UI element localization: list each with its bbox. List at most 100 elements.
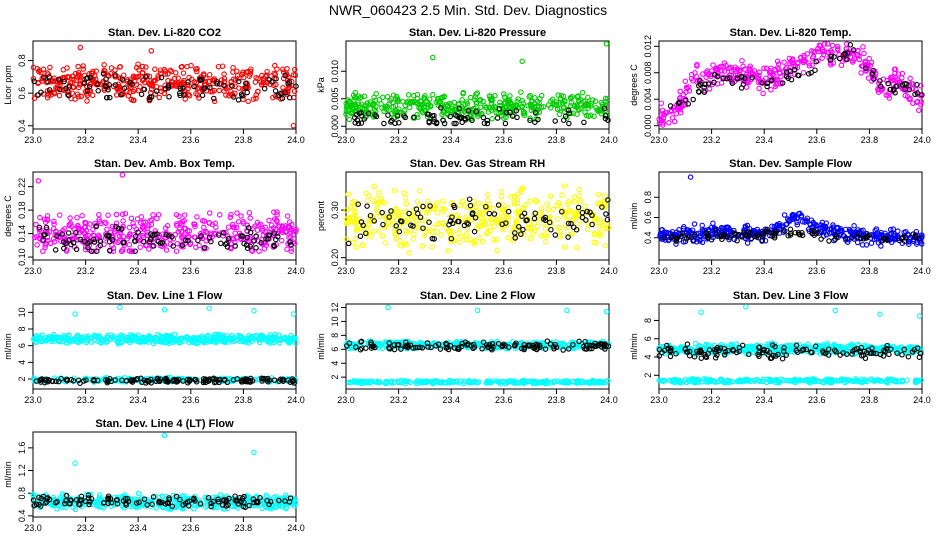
chart-title: Stan. Dev. Gas Stream RH bbox=[410, 158, 546, 170]
data-point bbox=[473, 204, 479, 210]
data-point bbox=[838, 62, 845, 69]
chart-title: Stan. Dev. Line 2 Flow bbox=[420, 290, 536, 302]
data-point bbox=[73, 246, 80, 253]
outlier-point bbox=[687, 174, 694, 180]
x-tick-label: 23.4 bbox=[442, 135, 460, 145]
data-point bbox=[273, 76, 279, 82]
data-point bbox=[474, 90, 481, 96]
data-point bbox=[862, 58, 868, 65]
data-point bbox=[121, 85, 128, 91]
data-point bbox=[529, 98, 535, 105]
data-point bbox=[255, 75, 261, 82]
data-point bbox=[75, 224, 82, 230]
data-point bbox=[488, 107, 495, 114]
data-point bbox=[518, 89, 524, 95]
data-point bbox=[61, 78, 67, 85]
data-point bbox=[214, 81, 220, 87]
data-point bbox=[409, 98, 415, 105]
y-tick-label: 6 bbox=[330, 347, 340, 352]
data-point bbox=[41, 232, 47, 238]
y-tick-label: 0.8 bbox=[643, 191, 653, 204]
data-point bbox=[91, 248, 97, 254]
data-point bbox=[193, 79, 200, 86]
data-point bbox=[740, 81, 747, 88]
data-point bbox=[505, 235, 511, 241]
x-tick-label: 24.0 bbox=[287, 395, 305, 405]
data-point bbox=[402, 195, 409, 201]
data-point bbox=[179, 63, 185, 70]
x-tick-label: 23.4 bbox=[755, 395, 773, 405]
data-point bbox=[119, 76, 126, 82]
y-tick-label: 12 bbox=[330, 302, 340, 312]
data-point bbox=[359, 242, 366, 248]
data-point bbox=[914, 90, 921, 96]
data-point bbox=[918, 101, 924, 108]
data-point bbox=[357, 95, 363, 102]
data-point bbox=[667, 103, 674, 109]
chart-title: Stan. Dev. Line 1 Flow bbox=[107, 290, 223, 302]
data-point bbox=[476, 235, 483, 241]
data-point bbox=[464, 226, 471, 233]
data-point bbox=[376, 189, 382, 196]
data-point bbox=[703, 74, 709, 81]
data-point bbox=[351, 97, 357, 103]
data-point bbox=[888, 74, 894, 81]
data-point bbox=[467, 94, 474, 101]
y-tick-label: 6 bbox=[643, 336, 653, 341]
data-point bbox=[229, 83, 235, 89]
y-axis-label: ml/min bbox=[629, 333, 639, 360]
data-point bbox=[729, 80, 736, 86]
data-point bbox=[374, 206, 380, 212]
data-point bbox=[356, 110, 363, 116]
data-point bbox=[235, 97, 242, 103]
data-point bbox=[501, 94, 508, 100]
x-tick-label: 23.6 bbox=[495, 135, 513, 145]
data-point bbox=[417, 98, 423, 105]
data-point bbox=[75, 72, 82, 78]
data-point bbox=[206, 220, 212, 226]
data-point bbox=[861, 50, 867, 57]
data-point bbox=[250, 225, 257, 231]
data-point bbox=[374, 196, 380, 202]
y-axis-label: degrees C bbox=[629, 64, 639, 106]
data-point bbox=[247, 71, 254, 77]
data-point bbox=[567, 94, 574, 101]
data-point bbox=[196, 95, 202, 101]
data-point bbox=[520, 108, 527, 115]
data-point bbox=[45, 71, 52, 77]
x-tick-label: 23.0 bbox=[650, 135, 668, 145]
data-point bbox=[424, 98, 430, 105]
data-point bbox=[253, 95, 259, 102]
data-point bbox=[602, 242, 608, 249]
y-axis-label: ml/min bbox=[3, 333, 13, 360]
data-point bbox=[691, 221, 698, 227]
data-point bbox=[209, 88, 216, 95]
data-point bbox=[417, 106, 423, 112]
data-point bbox=[87, 74, 94, 81]
data-point bbox=[126, 233, 132, 240]
data-point bbox=[88, 248, 95, 254]
x-tick-label: 23.2 bbox=[390, 395, 408, 405]
data-point bbox=[245, 98, 251, 105]
data-point bbox=[719, 67, 725, 74]
data-point bbox=[162, 82, 168, 88]
data-point bbox=[156, 94, 162, 101]
data-point bbox=[258, 239, 264, 246]
data-point bbox=[438, 95, 444, 101]
y-tick-label: 10 bbox=[17, 307, 27, 317]
data-point bbox=[263, 236, 269, 242]
data-point bbox=[80, 66, 87, 72]
data-point bbox=[363, 190, 369, 197]
data-point bbox=[597, 232, 603, 239]
data-point bbox=[112, 72, 118, 78]
data-point bbox=[496, 201, 503, 207]
x-tick-label: 23.6 bbox=[495, 395, 513, 405]
data-point bbox=[851, 223, 857, 229]
data-point bbox=[558, 92, 565, 99]
data-point bbox=[701, 89, 708, 95]
data-point bbox=[456, 239, 463, 245]
data-point bbox=[346, 219, 352, 225]
data-point bbox=[530, 230, 536, 237]
data-point bbox=[893, 83, 900, 90]
